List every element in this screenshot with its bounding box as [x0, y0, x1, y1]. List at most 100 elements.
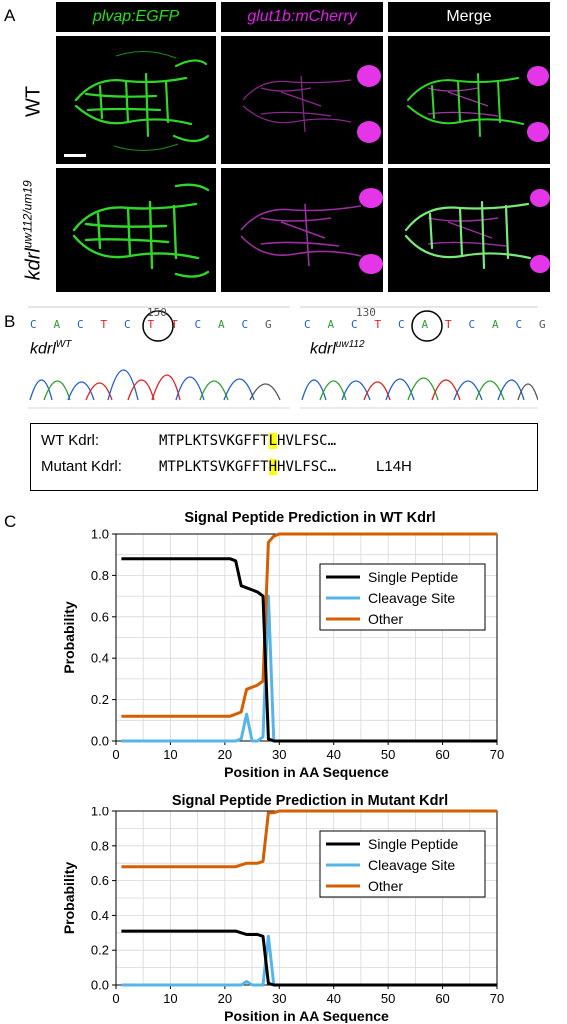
- x-tick-label: 60: [435, 991, 449, 1006]
- wt-label-sup: WT: [55, 339, 72, 350]
- wt-trace: [28, 369, 290, 409]
- wt-protein-label: WT Kdrl:: [41, 432, 100, 449]
- panel-a-letter: A: [4, 6, 16, 25]
- series-line-cleavage-site: [121, 594, 497, 743]
- legend-entry: Single Peptide: [368, 836, 459, 852]
- mutant-protein-row: Mutant Kdrl: MTPLKTSVKGFFTHHVLFSC… L14H: [41, 458, 412, 475]
- legend-entry: Cleavage Site: [368, 590, 455, 606]
- image-mutant-merge: [388, 168, 550, 292]
- y-tick-label: 0.8: [91, 838, 109, 853]
- vessel-network-merge-mutant: [404, 189, 550, 273]
- mutant-label-base: kdrl: [310, 340, 336, 358]
- mutant-trace: [300, 377, 538, 409]
- image-mutant-egfp: [56, 168, 216, 292]
- legend-entry: Single Peptide: [368, 569, 459, 585]
- mutant-protein-seq-pre: MTPLKTSVKGFFT: [159, 459, 269, 475]
- mutant-base-0: C: [304, 318, 311, 331]
- wt-protein-seq-pre: MTPLKTSVKGFFT: [159, 433, 269, 449]
- wt-base-7: C: [194, 318, 202, 331]
- vessel-network-green-mutant: [72, 183, 210, 278]
- chart1-title: Signal Peptide Prediction in WT Kdrl: [184, 510, 436, 526]
- wt-position-number: 150: [147, 306, 167, 319]
- mutant-base-1: A: [327, 318, 335, 331]
- wt-base-1: A: [53, 318, 61, 331]
- row-label-mutant-base: kdrl: [22, 248, 45, 281]
- image-wt-egfp: [56, 36, 216, 164]
- y-axis-label: Probability: [61, 601, 77, 674]
- mutant-protein-seq-post: HVLFSC…: [277, 459, 337, 475]
- y-tick-label: 0.4: [91, 651, 109, 666]
- mutant-label-sup: uw112: [335, 339, 365, 350]
- vessel-network-magenta: [242, 65, 381, 143]
- sequencing-chromatograms: [28, 306, 538, 409]
- panel-b-letter: B: [4, 312, 16, 331]
- x-tick-label: 10: [163, 991, 177, 1006]
- x-tick-label: 50: [381, 991, 395, 1006]
- mutant-base-6: T: [445, 318, 452, 331]
- vessel-network-merge: [407, 66, 549, 142]
- mutant-base-2: C: [351, 318, 358, 331]
- wt-base-3: T: [100, 318, 108, 331]
- wt-protein-row: WT Kdrl: MTPLKTSVKGFFTLHVLFSC…: [41, 432, 336, 449]
- mutant-base-8: A: [492, 318, 499, 331]
- mutant-position-number: 130: [356, 306, 376, 319]
- x-tick-label: 70: [490, 991, 504, 1006]
- mutant-protein-label: Mutant Kdrl:: [41, 458, 122, 475]
- y-tick-label: 0.6: [91, 609, 109, 624]
- mutation-label: L14H: [376, 458, 412, 475]
- scale-bar: [64, 154, 86, 157]
- y-tick-label: 0.6: [91, 873, 109, 888]
- mutant-base-7: C: [468, 318, 476, 331]
- series-line-cleavage-site: [121, 934, 497, 987]
- wt-base-4: C: [124, 318, 131, 331]
- x-tick-label: 40: [326, 991, 340, 1006]
- panel-c-letter: C: [4, 512, 17, 531]
- x-tick-label: 20: [218, 747, 232, 762]
- wt-base-2: C: [77, 318, 84, 331]
- wt-base-9: C: [241, 318, 249, 331]
- x-tick-label: 70: [490, 747, 504, 762]
- y-tick-label: 0.2: [91, 692, 109, 707]
- x-tick-label: 30: [272, 747, 286, 762]
- x-axis-label: Position in AA Sequence: [224, 1008, 389, 1023]
- x-axis-label: Position in AA Sequence: [224, 764, 389, 780]
- image-mutant-mcherry: [221, 168, 383, 292]
- mutant-protein-highlight: H: [268, 459, 278, 475]
- mutant-base-3: T: [374, 318, 382, 331]
- mutant-base-10: G: [539, 318, 546, 331]
- x-tick-label: 10: [163, 747, 177, 762]
- x-tick-label: 0: [112, 747, 119, 762]
- wt-protein-highlight: L: [268, 433, 278, 449]
- mutant-base-4: C: [398, 318, 405, 331]
- chart2-title: Signal Peptide Prediction in Mutant Kdrl: [171, 793, 449, 809]
- series-line-single-peptide: [121, 557, 497, 743]
- y-tick-label: 0.0: [91, 734, 109, 749]
- y-tick-label: 0.0: [91, 978, 109, 993]
- wt-base-0: C: [30, 318, 37, 331]
- header-glut1b-mcherry: glut1b:mCherry: [221, 2, 383, 32]
- protein-sequence-box: WT Kdrl: MTPLKTSVKGFFTLHVLFSC… Mutant Kdr…: [30, 423, 538, 491]
- row-label-mutant: kdrluw112/um19: [21, 160, 46, 300]
- row-label-mutant-sup: uw112/um19: [20, 180, 35, 249]
- legend: Single Peptide Cleavage Site Other: [319, 830, 486, 898]
- x-tick-label: 30: [272, 991, 286, 1006]
- x-tick-label: 20: [218, 991, 232, 1006]
- wt-base-10: G: [265, 318, 272, 331]
- legend-entry: Other: [368, 878, 403, 894]
- series-line-other: [121, 809, 497, 869]
- mut-base-circle: [411, 310, 443, 342]
- y-tick-label: 0.8: [91, 568, 109, 583]
- mutant-base-9: C: [515, 318, 523, 331]
- legend-entry: Cleavage Site: [368, 857, 455, 873]
- chart2-svg: 0 10 20 30 40 50 60 70 0.0 0.2 0.4 0.6 0.8 1.0 Positio…: [61, 807, 504, 1023]
- image-wt-mcherry: [221, 36, 383, 164]
- mutant-base-5: A: [421, 318, 429, 331]
- y-tick-label: 1.0: [91, 527, 109, 542]
- row-label-wt: WT: [22, 85, 45, 118]
- y-tick-label: 1.0: [91, 807, 109, 819]
- wt-label-base: kdrl: [30, 340, 56, 358]
- legend-entry: Other: [368, 611, 403, 627]
- vessel-network-green: [74, 51, 210, 152]
- wt-chromatogram-label: kdrlWT: [30, 339, 71, 358]
